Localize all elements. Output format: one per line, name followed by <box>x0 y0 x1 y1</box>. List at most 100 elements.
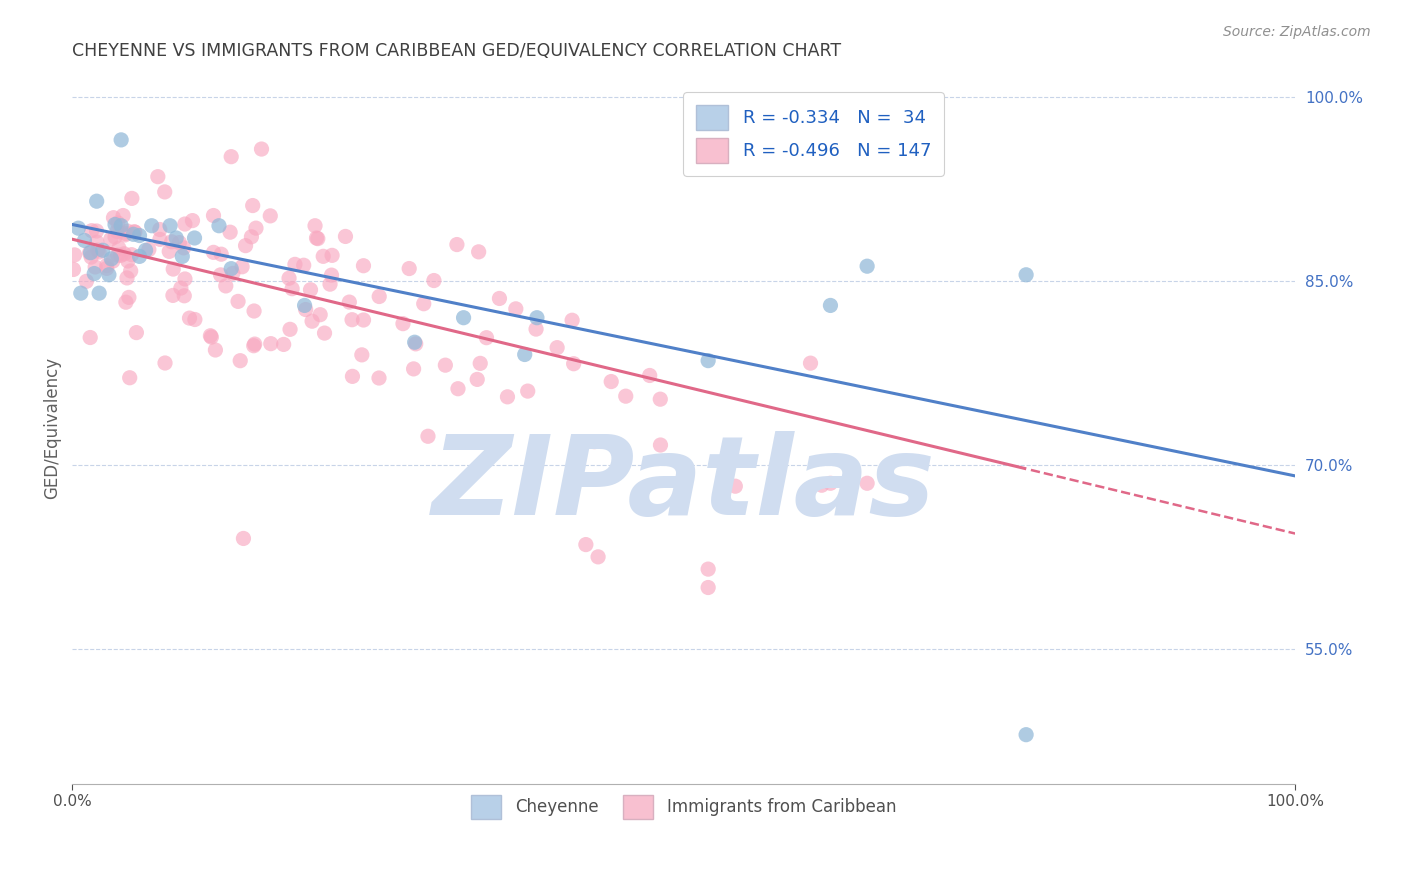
Point <box>650 392 672 407</box>
Point <box>173 241 195 255</box>
Point <box>162 288 184 302</box>
Point <box>697 353 720 368</box>
Point <box>475 331 498 345</box>
Point <box>299 283 322 297</box>
Point <box>86 194 108 209</box>
Point <box>110 219 132 233</box>
Point <box>89 286 111 301</box>
Point <box>122 225 145 239</box>
Point <box>153 185 176 199</box>
Point <box>242 339 264 353</box>
Point <box>170 281 193 295</box>
Point <box>402 362 425 376</box>
Point <box>465 372 488 386</box>
Point <box>697 581 720 595</box>
Point <box>107 248 129 262</box>
Point <box>184 312 207 326</box>
Point <box>121 248 143 262</box>
Point <box>73 234 96 248</box>
Point <box>305 231 328 245</box>
Point <box>467 244 489 259</box>
Point <box>638 368 661 383</box>
Point <box>115 271 138 285</box>
Point <box>335 229 357 244</box>
Point <box>546 341 568 355</box>
Point <box>157 244 180 259</box>
Point <box>121 191 143 205</box>
Point <box>353 313 375 327</box>
Point <box>416 429 439 443</box>
Point <box>67 221 90 235</box>
Y-axis label: GED/Equivalency: GED/Equivalency <box>44 357 60 500</box>
Point <box>162 262 184 277</box>
Point <box>242 198 264 212</box>
Point <box>219 150 242 164</box>
Point <box>243 337 266 351</box>
Point <box>141 219 163 233</box>
Text: ZIPatlas: ZIPatlas <box>432 432 935 539</box>
Point <box>447 382 470 396</box>
Point <box>80 250 103 264</box>
Point <box>200 330 222 344</box>
Point <box>307 232 329 246</box>
Point <box>412 296 434 310</box>
Point <box>114 227 136 241</box>
Point <box>724 479 747 493</box>
Point <box>159 219 181 233</box>
Point <box>278 271 301 285</box>
Point <box>202 245 225 260</box>
Point <box>62 262 84 277</box>
Point <box>368 371 391 385</box>
Point <box>79 245 101 260</box>
Point <box>561 313 583 327</box>
Point <box>122 227 145 242</box>
Point <box>138 243 160 257</box>
Point <box>146 169 169 184</box>
Point <box>209 268 232 282</box>
Point <box>208 219 231 233</box>
Point <box>128 228 150 243</box>
Point <box>470 356 492 370</box>
Point <box>89 245 111 260</box>
Point <box>204 343 226 357</box>
Point <box>810 478 832 492</box>
Point <box>434 358 457 372</box>
Point <box>301 314 323 328</box>
Text: CHEYENNE VS IMMIGRANTS FROM CARIBBEAN GED/EQUIVALENCY CORRELATION CHART: CHEYENNE VS IMMIGRANTS FROM CARIBBEAN GE… <box>72 42 841 60</box>
Point <box>86 235 108 249</box>
Point <box>600 375 623 389</box>
Point <box>284 257 307 271</box>
Point <box>63 248 86 262</box>
Point <box>135 244 157 258</box>
Point <box>96 259 118 273</box>
Point <box>260 336 283 351</box>
Point <box>513 347 536 361</box>
Legend: Cheyenne, Immigrants from Caribbean: Cheyenne, Immigrants from Caribbean <box>464 789 903 825</box>
Point <box>80 224 103 238</box>
Point <box>172 249 194 263</box>
Point <box>107 216 129 230</box>
Point <box>292 258 315 272</box>
Point <box>278 322 301 336</box>
Point <box>368 289 391 303</box>
Point <box>453 310 475 325</box>
Point <box>235 238 257 252</box>
Point <box>526 310 548 325</box>
Point <box>108 241 131 255</box>
Point <box>209 247 232 261</box>
Point <box>337 295 360 310</box>
Point <box>173 289 195 303</box>
Point <box>115 295 138 310</box>
Point <box>281 282 304 296</box>
Point <box>179 311 201 326</box>
Point <box>240 229 263 244</box>
Point <box>222 267 245 281</box>
Point <box>118 370 141 384</box>
Point <box>304 219 326 233</box>
Point <box>86 224 108 238</box>
Point <box>614 389 637 403</box>
Point <box>353 259 375 273</box>
Point <box>219 261 242 276</box>
Point <box>1015 268 1038 282</box>
Point <box>321 248 343 262</box>
